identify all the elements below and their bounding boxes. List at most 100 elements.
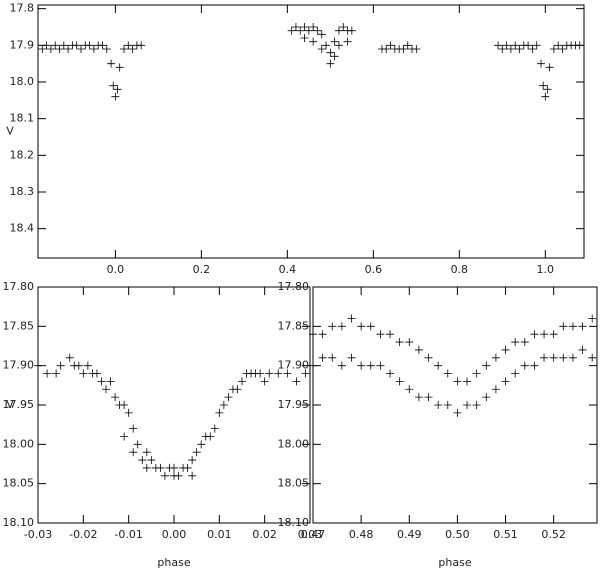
data-point (102, 45, 111, 53)
data-point (83, 361, 92, 370)
y-tick-label: 18.05 (278, 477, 310, 490)
y-tick-label: 17.80 (278, 280, 310, 293)
data-point (524, 41, 533, 50)
data-point (453, 408, 462, 417)
data-point (412, 45, 421, 53)
data-point (256, 369, 265, 378)
plot-frame (37, 286, 311, 524)
data-point (515, 45, 524, 53)
x-tick-label: 0.50 (445, 528, 470, 541)
x-tick-label: 0.6 (365, 263, 383, 276)
data-point (128, 45, 137, 53)
data-point (156, 463, 165, 472)
data-point (120, 401, 129, 409)
data-point (72, 41, 81, 50)
data-point (334, 41, 343, 50)
data-point (111, 393, 120, 402)
data-point (347, 353, 356, 362)
data-point (540, 330, 549, 339)
data-point (120, 432, 129, 441)
data-point (318, 330, 327, 339)
data-point (52, 369, 61, 378)
data-point (291, 23, 300, 31)
x-tick-label: 0.0 (107, 263, 125, 276)
data-point (59, 41, 68, 50)
y-tick-label: 18.0 (10, 75, 35, 88)
data-point (174, 471, 183, 480)
data-point (520, 338, 529, 347)
data-point (147, 456, 156, 465)
data-point (528, 45, 537, 53)
data-point (129, 448, 138, 457)
data-point (545, 63, 554, 72)
data-point (376, 361, 385, 370)
y-tick-label: 18.1 (10, 112, 35, 125)
x-tick-label: 0.51 (493, 528, 518, 541)
data-point (405, 338, 414, 347)
y-tick-label: 17.8 (10, 2, 35, 15)
data-point (309, 361, 317, 370)
plot-frame (312, 286, 598, 524)
data-point (541, 92, 550, 101)
data-point (301, 369, 310, 378)
data-point (343, 37, 352, 46)
y-tick-label: 17.90 (278, 359, 310, 372)
data-point (337, 322, 346, 331)
y-tick-label: 18.10 (3, 516, 35, 529)
data-point (138, 456, 147, 465)
data-point (206, 432, 215, 441)
data-point (188, 456, 197, 465)
data-point (197, 440, 206, 449)
data-point (357, 361, 366, 370)
data-point (559, 353, 568, 362)
data-point (119, 45, 128, 53)
data-point (326, 48, 335, 57)
y-tick-label: 17.9 (10, 38, 35, 51)
data-point (382, 45, 391, 53)
data-point (300, 23, 309, 31)
data-point (366, 361, 375, 370)
data-point (133, 440, 142, 449)
data-point (506, 45, 515, 53)
y-tick-label: 18.00 (3, 437, 35, 450)
data-point (443, 401, 452, 409)
x-tick-label: 0.47 (301, 528, 326, 541)
data-point (549, 353, 558, 362)
y-tick-label: 18.10 (278, 516, 310, 529)
data-point (463, 401, 472, 409)
y-tick-label: 17.80 (3, 280, 35, 293)
data-point (399, 45, 408, 53)
data-point (463, 377, 472, 386)
data-point (129, 424, 138, 433)
data-point (568, 322, 577, 331)
data-point (76, 45, 85, 53)
data-point (494, 41, 503, 50)
data-point (530, 330, 539, 339)
data-point (491, 353, 500, 362)
data-point (97, 377, 106, 386)
data-point (160, 471, 169, 480)
data-point (56, 361, 65, 370)
data-point (491, 385, 500, 394)
x-tick-label: 0.2 (193, 263, 211, 276)
data-point (443, 369, 452, 378)
data-point (313, 26, 322, 35)
data-point (330, 52, 339, 61)
x-axis-label: phase (438, 556, 471, 569)
data-point (113, 85, 122, 94)
data-point (188, 471, 197, 480)
y-axis-label: V (6, 398, 14, 411)
data-point (85, 41, 94, 50)
data-point (300, 34, 309, 42)
data-point (472, 369, 481, 378)
data-point (322, 41, 331, 50)
data-point (540, 353, 549, 362)
data-point (287, 26, 296, 35)
data-point (511, 338, 520, 347)
data-point (386, 41, 395, 50)
data-point (183, 463, 192, 472)
data-point (405, 385, 414, 394)
data-point (74, 361, 83, 370)
x-tick-label: 0.8 (451, 263, 469, 276)
data-point (347, 26, 356, 35)
